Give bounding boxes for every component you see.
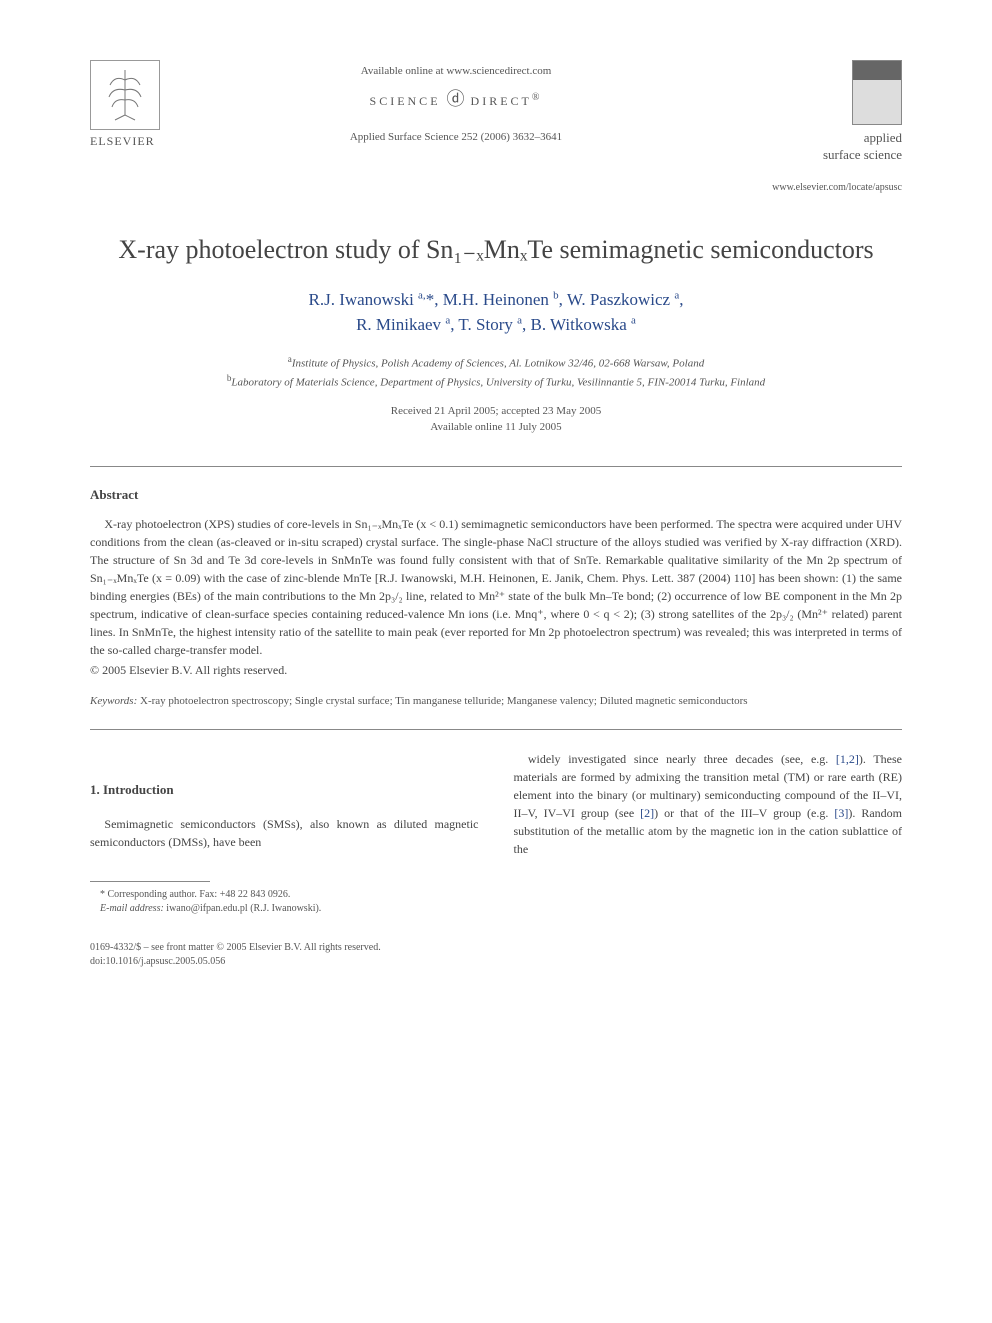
elsevier-label: ELSEVIER [90, 134, 170, 149]
journal-cover-icon [852, 60, 902, 125]
keywords: Keywords: X-ray photoelectron spectrosco… [90, 693, 902, 710]
email-address: iwano@ifpan.edu.pl (R.J. Iwanowski). [166, 903, 321, 914]
divider [90, 466, 902, 467]
right-header: applied surface science www.elsevier.com… [742, 60, 902, 193]
journal-url: www.elsevier.com/locate/apsusc [742, 182, 902, 193]
corresponding-author-footnote: * Corresponding author. Fax: +48 22 843 … [90, 888, 479, 902]
footnote-divider [90, 881, 210, 882]
affiliation-a: Institute of Physics, Polish Academy of … [292, 357, 704, 369]
science-direct-part1: SCIENCE [370, 94, 441, 108]
intro-paragraph-left: Semimagnetic semiconductors (SMSs), also… [90, 815, 479, 851]
divider [90, 729, 902, 730]
right-column: widely investigated since nearly three d… [514, 750, 903, 916]
left-column: 1. Introduction Semimagnetic semiconduct… [90, 750, 479, 916]
keywords-label: Keywords: [90, 695, 137, 707]
received-date: Received 21 April 2005; accepted 23 May … [391, 405, 601, 417]
page-header: ELSEVIER Available online at www.science… [90, 60, 902, 193]
online-date: Available online 11 July 2005 [430, 421, 561, 433]
abstract-copyright: © 2005 Elsevier B.V. All rights reserved… [90, 663, 902, 678]
science-direct-logo: SCIENCE ⓓ DIRECT® [170, 85, 742, 111]
intro-paragraph-right: widely investigated since nearly three d… [514, 750, 903, 858]
science-direct-d-icon: ⓓ [447, 89, 465, 109]
section-1-heading: 1. Introduction [90, 780, 479, 800]
abstract-heading: Abstract [90, 487, 902, 503]
journal-name: applied surface science [742, 130, 902, 164]
email-footnote: E-mail address: iwano@ifpan.edu.pl (R.J.… [90, 902, 479, 916]
email-label: E-mail address: [100, 903, 164, 914]
footer-doi: doi:10.1016/j.apsusc.2005.05.056 [90, 956, 225, 967]
publisher-logo: ELSEVIER [90, 60, 170, 149]
footer: 0169-4332/$ – see front matter © 2005 El… [90, 941, 902, 969]
abstract-text: X-ray photoelectron (XPS) studies of cor… [90, 515, 902, 659]
elsevier-tree-icon [90, 60, 160, 130]
affiliations: aInstitute of Physics, Polish Academy of… [90, 353, 902, 391]
science-direct-part2: DIRECT [471, 94, 532, 108]
center-header: Available online at www.sciencedirect.co… [170, 60, 742, 143]
available-online-text: Available online at www.sciencedirect.co… [170, 65, 742, 77]
affiliation-b: Laboratory of Materials Science, Departm… [231, 376, 765, 388]
keywords-text: X-ray photoelectron spectroscopy; Single… [140, 695, 748, 707]
article-dates: Received 21 April 2005; accepted 23 May … [90, 403, 902, 436]
article-title: X-ray photoelectron study of Sn₁₋ₓMnₓTe … [90, 233, 902, 267]
authors-list: R.J. Iwanowski a,*, M.H. Heinonen b, W. … [90, 287, 902, 338]
journal-reference: Applied Surface Science 252 (2006) 3632–… [170, 131, 742, 143]
body-two-column: 1. Introduction Semimagnetic semiconduct… [90, 750, 902, 916]
footer-issn: 0169-4332/$ – see front matter © 2005 El… [90, 942, 381, 953]
